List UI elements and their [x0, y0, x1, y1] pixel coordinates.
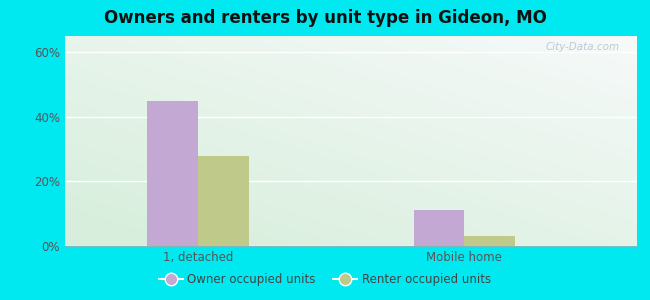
Text: Owners and renters by unit type in Gideon, MO: Owners and renters by unit type in Gideo… — [103, 9, 547, 27]
Bar — [413, 211, 464, 246]
Bar — [148, 100, 198, 246]
Bar — [198, 155, 248, 246]
Bar — [464, 236, 515, 246]
Legend: Owner occupied units, Renter occupied units: Owner occupied units, Renter occupied un… — [154, 269, 496, 291]
Text: City-Data.com: City-Data.com — [546, 42, 620, 52]
